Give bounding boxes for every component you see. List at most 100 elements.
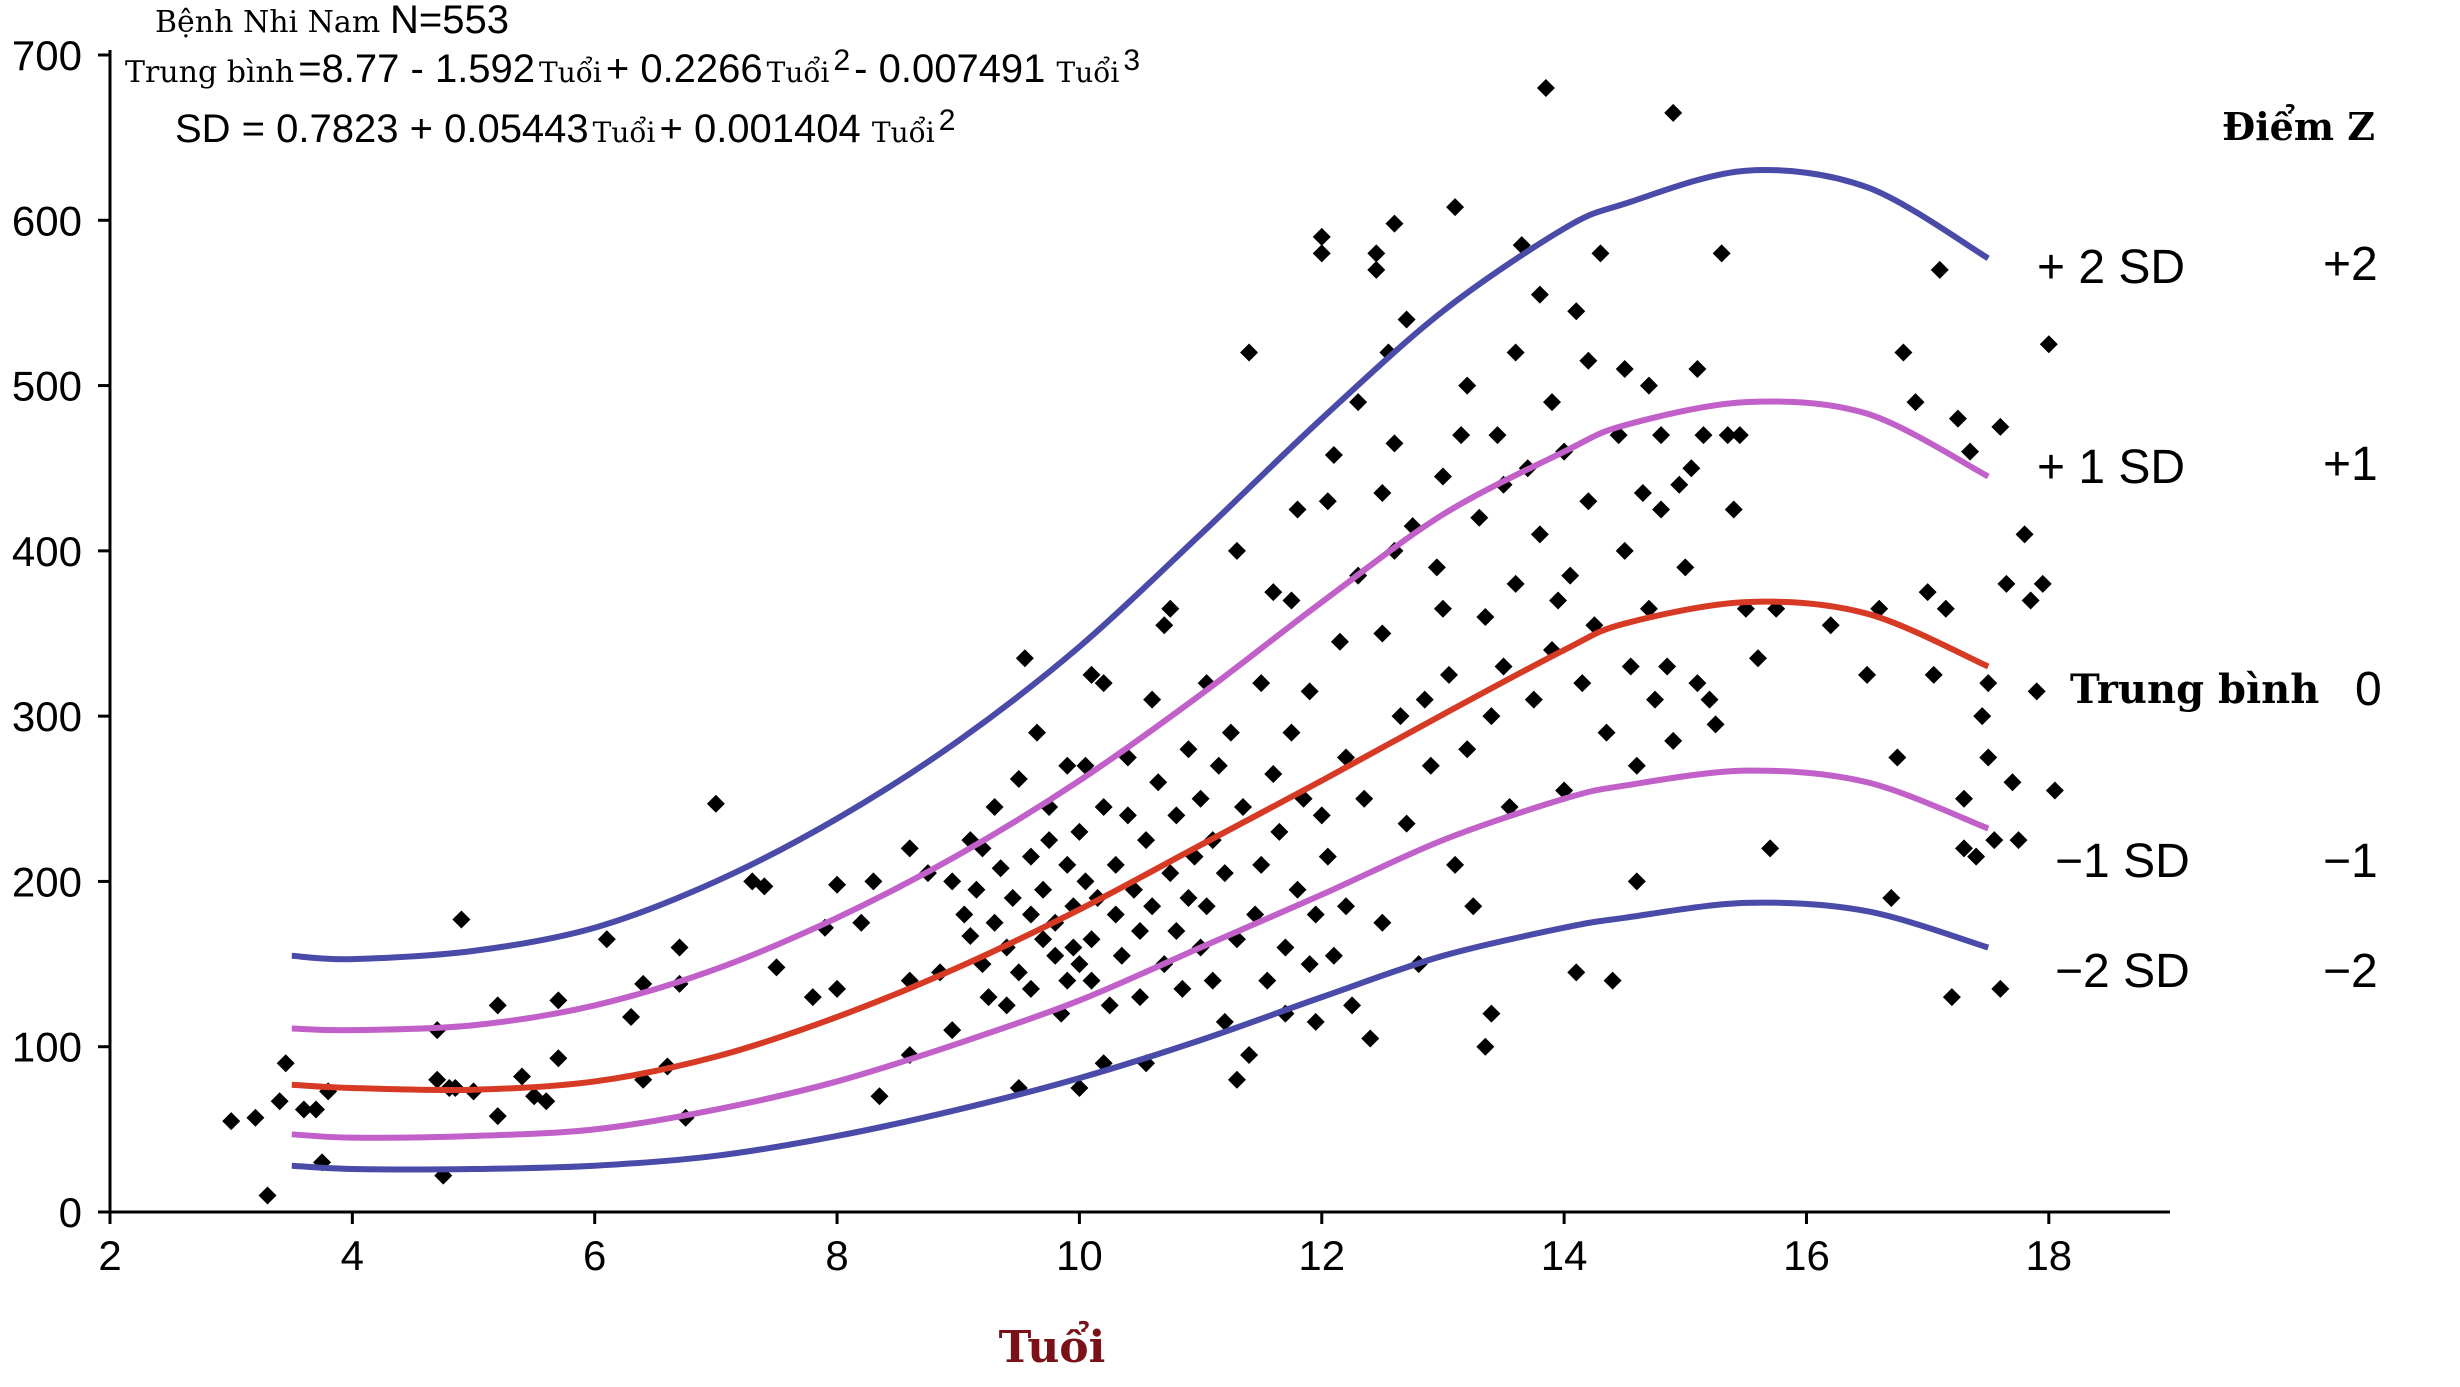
data-point — [1749, 649, 1767, 668]
y-tick-label: 500 — [12, 363, 82, 410]
data-point — [1191, 789, 1210, 808]
data-point — [1234, 798, 1252, 817]
data-point — [1318, 492, 1337, 511]
y-tick-label: 0 — [59, 1189, 82, 1236]
x-tick-label: 4 — [341, 1232, 364, 1279]
data-point — [1930, 260, 1949, 279]
data-point — [537, 1092, 556, 1111]
data-point — [1209, 756, 1228, 775]
data-point — [1506, 343, 1525, 362]
data-point — [1440, 665, 1458, 684]
data-point — [1161, 864, 1180, 883]
x-tick-label: 8 — [825, 1232, 848, 1279]
data-point — [1094, 798, 1113, 817]
data-point — [1682, 459, 1701, 478]
data-point — [1458, 740, 1477, 759]
sd-formula-part: SD = 0.7823 + 0.05443 — [175, 107, 589, 151]
data-point — [1948, 409, 1967, 428]
mean-formula-part: Tuổi — [539, 56, 602, 89]
x-tick-label: 12 — [1298, 1232, 1345, 1279]
data-point — [1197, 897, 1216, 916]
data-point — [755, 877, 774, 896]
data-point — [1330, 632, 1349, 651]
data-point — [1397, 310, 1416, 329]
data-point — [1427, 558, 1446, 577]
data-point — [622, 1007, 641, 1026]
data-point — [670, 938, 689, 957]
data-point — [1470, 508, 1489, 527]
data-point — [1597, 723, 1616, 742]
x-tick-label: 18 — [2025, 1232, 2072, 1279]
data-point — [488, 996, 507, 1015]
y-tick-label: 600 — [12, 197, 82, 244]
data-point — [1961, 442, 1980, 461]
data-point — [1476, 607, 1495, 626]
data-point — [1882, 888, 1901, 907]
data-point — [1070, 822, 1089, 841]
data-point — [1446, 198, 1465, 217]
curve-plus2sd — [291, 167, 1990, 963]
data-point — [985, 913, 1004, 932]
data-point — [1464, 897, 1483, 916]
data-point — [1615, 360, 1634, 379]
mean-formula-part: Tuổi — [767, 56, 830, 89]
data-point — [1264, 764, 1283, 783]
data-point — [1761, 839, 1780, 858]
data-point — [1967, 847, 1986, 866]
data-point — [1997, 574, 2016, 593]
data-point — [1082, 930, 1101, 949]
sd-formula-part: Tuổi — [872, 116, 935, 149]
data-point — [991, 859, 1010, 878]
data-point — [1312, 806, 1331, 825]
data-point — [1955, 789, 1973, 808]
data-point — [222, 1112, 241, 1131]
data-point — [1106, 905, 1125, 924]
data-point — [597, 930, 616, 949]
data-point — [246, 1108, 265, 1127]
scatter-points — [222, 79, 2064, 1205]
data-point — [1082, 665, 1101, 684]
data-point — [1361, 1029, 1380, 1048]
curve-plus1sd — [291, 398, 1990, 1034]
mean-formula-part: 2 — [833, 44, 850, 77]
data-point — [828, 875, 847, 894]
zscore-minus1: −1 — [2323, 835, 2378, 888]
data-point — [1906, 393, 1925, 412]
data-point — [1282, 591, 1301, 610]
data-point — [1137, 831, 1156, 850]
data-point — [1003, 888, 1022, 907]
data-point — [1633, 484, 1652, 503]
data-point — [1343, 996, 1362, 1015]
data-point — [1476, 1037, 1495, 1056]
data-point — [997, 996, 1016, 1015]
data-point — [1688, 674, 1707, 693]
data-point — [1658, 657, 1677, 676]
mean-formula-part: =8.77 - 1.592 — [298, 47, 535, 91]
data-point — [1076, 872, 1095, 891]
x-tick-label: 14 — [1541, 1232, 1588, 1279]
zscore-zero: 0 — [2355, 663, 2382, 716]
data-point — [1058, 855, 1077, 874]
data-point — [1421, 756, 1440, 775]
data-point — [1936, 599, 1955, 618]
data-point — [1694, 426, 1713, 445]
data-point — [1385, 434, 1404, 453]
data-point — [1058, 971, 1077, 990]
mean-formula-prefix: Trung bình — [125, 55, 294, 90]
data-point — [1082, 971, 1101, 990]
data-point — [1337, 897, 1355, 916]
reference-curves — [291, 167, 1990, 1173]
data-point — [1506, 574, 1525, 593]
y-tick-label: 700 — [12, 32, 82, 79]
data-point — [1482, 1004, 1501, 1023]
zscore-minus2: −2 — [2323, 945, 2378, 998]
data-point — [1433, 467, 1452, 486]
data-point — [1718, 426, 1737, 445]
data-point — [1306, 905, 1325, 924]
data-point — [961, 926, 980, 945]
data-point — [1161, 599, 1180, 618]
data-point — [1373, 624, 1392, 643]
data-point — [549, 991, 568, 1010]
mean-formula-part: Tuổi — [1057, 56, 1120, 89]
